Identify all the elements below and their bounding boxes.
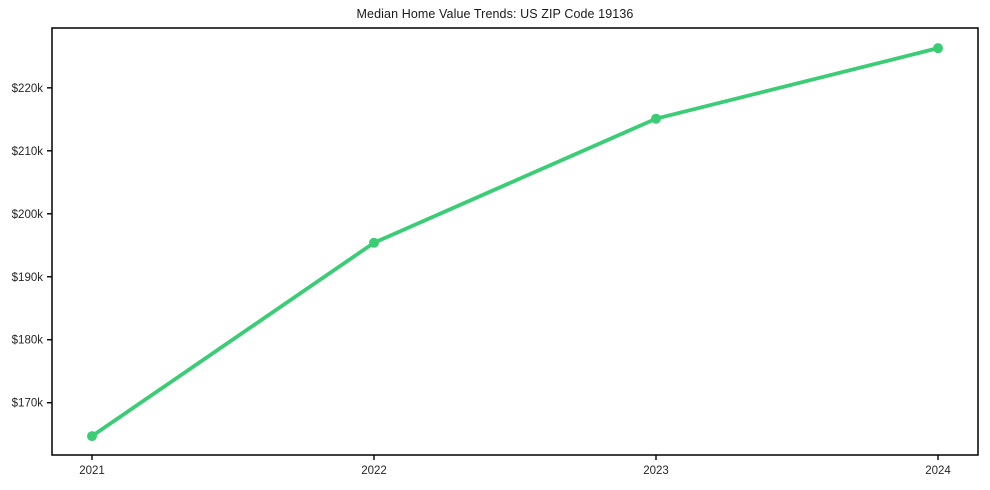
data-point-2022 (369, 237, 379, 248)
x-tick-label: 2024 (925, 465, 951, 477)
y-tick-label: $170k (12, 398, 44, 410)
y-tick-label: $200k (12, 209, 44, 221)
y-tick-label: $190k (12, 272, 44, 284)
plot-frame (51, 27, 979, 456)
y-tick-label: $180k (12, 335, 44, 347)
y-tick-label: $220k (12, 83, 44, 95)
data-point-2023 (651, 113, 661, 124)
x-tick-label: 2023 (643, 465, 669, 477)
trend-line (90, 46, 940, 439)
data-point-2024 (933, 43, 943, 54)
chart-title: Median Home Value Trends: US ZIP Code 19… (356, 7, 634, 21)
x-tick-label: 2022 (361, 465, 387, 477)
data-point-2021 (87, 431, 97, 442)
y-tick-label: $210k (12, 146, 44, 158)
x-tick-label: 2021 (79, 465, 105, 477)
